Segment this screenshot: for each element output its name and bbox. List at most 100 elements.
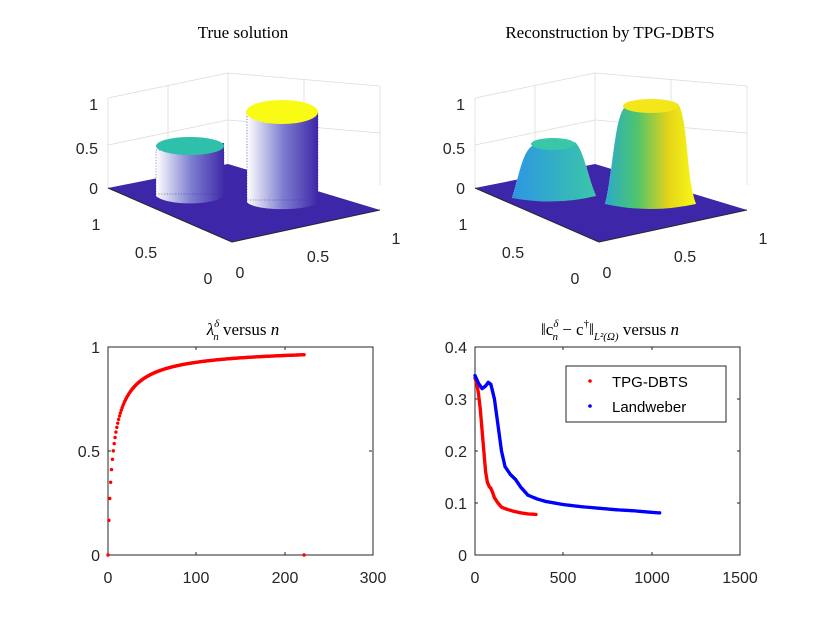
title-lambda-sub: n	[213, 331, 219, 343]
xtick-labels-true: 0 0.5 1	[236, 231, 401, 282]
ytick-1: 1	[91, 340, 100, 357]
ztick-0: 0	[456, 181, 465, 198]
xtick-0: 0	[104, 570, 113, 587]
lambda-point	[109, 467, 114, 472]
title-error-mid: − c	[558, 320, 584, 339]
ytick-0: 0	[91, 548, 100, 565]
ytick-labels-reconstruction: 1 0.5 0	[459, 217, 580, 288]
ytick-0.5: 0.5	[135, 245, 157, 262]
plot-reconstruction: Reconstruction by TPG-DBTS 1	[443, 23, 768, 288]
title-error-pre: ‖c	[541, 320, 554, 339]
ytick-0.3: 0.3	[445, 392, 467, 409]
lambda-point	[111, 449, 116, 453]
plot-lambda: λδ n versus n 0 0.5 1 0 100 200 300	[78, 318, 387, 587]
lambda-point	[108, 480, 113, 484]
lambda-point	[114, 430, 118, 434]
ztick-0.5: 0.5	[76, 141, 98, 158]
xtick-100: 100	[183, 570, 210, 587]
xtick-0: 0	[603, 265, 612, 282]
axis-ticks-error	[475, 347, 740, 555]
title-error-post: ‖	[589, 320, 594, 339]
xtick-1: 1	[392, 231, 401, 248]
ytick-0: 0	[204, 271, 213, 288]
title-lambda-symbol: λ	[206, 320, 214, 339]
legend-label-landweber: Landweber	[612, 399, 686, 416]
landweber-point	[657, 511, 662, 515]
cylinder-small-true	[155, 137, 226, 204]
lambda-point	[110, 457, 115, 462]
title-true-solution: True solution	[198, 23, 289, 42]
title-error-rest: versus	[619, 320, 671, 339]
bump-large-reconstruction	[604, 99, 697, 209]
xtick-0: 0	[471, 570, 480, 587]
lambda-point	[118, 411, 123, 415]
lambda-point	[302, 353, 306, 357]
series-error	[473, 373, 662, 517]
title-error-normsub: L²(Ω)	[593, 331, 619, 343]
legend-error: TPG-DBTS Landweber	[565, 365, 727, 423]
legend-label-tpg: TPG-DBTS	[612, 374, 688, 391]
xtick-200: 200	[272, 570, 299, 587]
title-reconstruction: Reconstruction by TPG-DBTS	[505, 23, 714, 42]
ytick-1: 1	[92, 217, 101, 234]
axis-ticks-lambda	[108, 347, 372, 555]
xtick-1000: 1000	[634, 570, 670, 587]
lambda-point	[113, 435, 117, 440]
ytick-0.1: 0.1	[445, 496, 467, 513]
surface-floor-true	[108, 164, 380, 242]
xtick-0: 0	[236, 265, 245, 282]
axes-box-lambda	[107, 346, 374, 556]
ytick-1: 1	[459, 217, 468, 234]
ztick-1: 1	[456, 97, 465, 114]
title-lambda-n: n	[271, 320, 280, 339]
title-lambda-sup: δ	[214, 318, 220, 330]
lambda-point	[115, 425, 119, 430]
ytick-0.5: 0.5	[78, 444, 100, 461]
ytick-0.5: 0.5	[502, 245, 524, 262]
ytick-0: 0	[571, 271, 580, 288]
title-lambda: λδ n versus n	[206, 318, 279, 343]
ytick-0.2: 0.2	[445, 444, 467, 461]
xtick-500: 500	[550, 570, 577, 587]
plot-true-solution: True solution	[76, 23, 401, 288]
title-error: ‖cδ n − c†‖L²(Ω) versus n	[541, 318, 679, 343]
xtick-labels-error: 0 500 1000 1500	[471, 570, 758, 587]
lambda-point	[112, 441, 116, 446]
lambda-point	[116, 421, 120, 425]
legend-marker-landweber	[588, 404, 592, 408]
xtick-300: 300	[360, 570, 387, 587]
ztick-labels-reconstruction: 1 0.5 0	[443, 97, 465, 198]
xtick-labels-lambda: 0 100 200 300	[104, 570, 387, 587]
ytick-labels-error: 0 0.1 0.2 0.3 0.4	[445, 340, 467, 565]
plot-error: ‖cδ n − c†‖L²(Ω) versus n 0 0.1 0.2 0.3 0…	[445, 318, 758, 587]
ztick-labels-true: 1 0.5 0	[76, 97, 98, 198]
legend-box	[565, 365, 727, 423]
bump-small-reconstruction	[511, 138, 597, 202]
series-lambda	[106, 353, 306, 557]
xtick-0.5: 0.5	[307, 249, 329, 266]
ztick-0.5: 0.5	[443, 141, 465, 158]
ytick-labels-true: 1 0.5 0	[92, 217, 213, 288]
lambda-point	[108, 496, 112, 501]
lambda-point	[116, 417, 121, 422]
ytick-0.4: 0.4	[445, 340, 467, 357]
xtick-0.5: 0.5	[674, 249, 696, 266]
lambda-point	[302, 553, 306, 557]
ztick-0: 0	[89, 181, 98, 198]
lambda-point	[117, 414, 122, 418]
ztick-1: 1	[89, 97, 98, 114]
lambda-point	[107, 518, 111, 523]
xtick-labels-reconstruction: 0 0.5 1	[603, 231, 768, 282]
ytick-labels-lambda: 0 0.5 1	[78, 340, 100, 565]
tpg-point	[534, 512, 538, 517]
title-error-n: n	[671, 320, 680, 339]
title-error-sup: δ	[553, 318, 559, 330]
title-error-sub: n	[552, 331, 558, 343]
cylinder-large-true	[246, 100, 319, 210]
ytick-0: 0	[458, 548, 467, 565]
title-error-dagger: †	[584, 318, 590, 330]
xtick-1: 1	[759, 231, 768, 248]
legend-marker-tpg	[588, 379, 592, 383]
lambda-point	[106, 553, 110, 557]
